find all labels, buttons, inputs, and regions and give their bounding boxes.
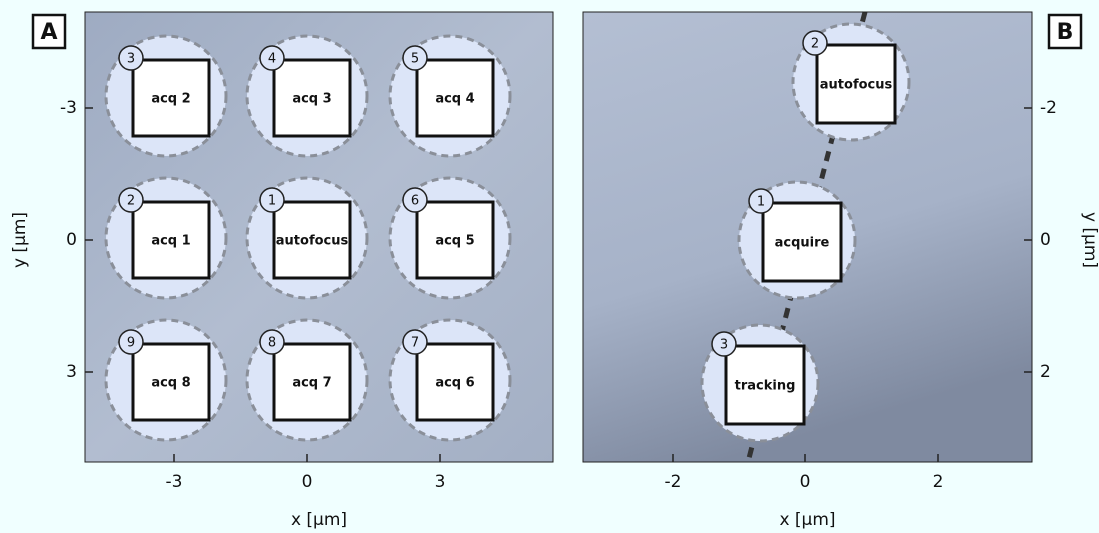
y-tick-label: 0	[66, 230, 77, 250]
field-label: acq 7	[292, 376, 331, 391]
x-tick-label: 0	[302, 472, 313, 492]
spot-number: 9	[127, 336, 135, 351]
spot-number: 6	[411, 194, 419, 209]
x-tick-label: -2	[665, 472, 682, 492]
field-label: acq 3	[292, 92, 331, 107]
x-axis-label: x [µm]	[291, 510, 347, 530]
x-tick-label: 0	[800, 472, 811, 492]
spot-number: 2	[127, 194, 135, 209]
y-tick-label: -3	[60, 98, 77, 118]
spot-number: 5	[411, 52, 419, 67]
x-tick-label: 2	[933, 472, 944, 492]
spot-number: 3	[127, 52, 135, 67]
field-label: acq 5	[435, 234, 474, 249]
spot-number: 7	[411, 336, 419, 351]
x-axis-label: x [µm]	[779, 510, 835, 530]
spot-number: 1	[268, 194, 276, 209]
spot-number: 8	[268, 336, 276, 351]
figure: acq 2 3 acq 3 4 acq 4 5 acq 1 2 autofocus 1 acq 5 6…	[0, 0, 1099, 533]
field-label: acq 1	[151, 234, 190, 249]
field-label: acq 4	[435, 92, 474, 107]
field-label: acq 6	[435, 376, 474, 391]
y-tick-label: 2	[1040, 362, 1051, 382]
field-label: tracking	[735, 379, 796, 394]
x-tick-label: -3	[166, 472, 183, 492]
spot-number: 1	[757, 195, 765, 210]
spot-number: 3	[720, 338, 728, 353]
y-axis-label: y [µm]	[10, 212, 30, 268]
y-tick-label: 3	[66, 362, 77, 382]
panel-label: A	[40, 20, 57, 45]
spot-number: 2	[811, 37, 819, 52]
field-label: autofocus	[820, 78, 893, 93]
y-tick-label: -2	[1040, 98, 1057, 118]
y-tick-label: 0	[1040, 230, 1051, 250]
field-label: autofocus	[276, 234, 349, 249]
field-label: acq 2	[151, 92, 190, 107]
field-label: acquire	[775, 236, 830, 251]
x-tick-label: 3	[435, 472, 446, 492]
y-axis-label: y [µm]	[1080, 212, 1099, 268]
panel-label: B	[1057, 20, 1074, 45]
spot-number: 4	[268, 52, 276, 67]
field-label: acq 8	[151, 376, 190, 391]
